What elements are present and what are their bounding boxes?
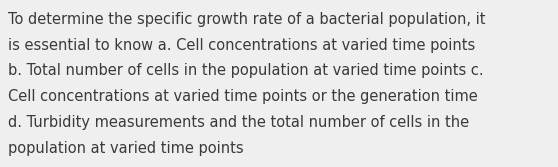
Text: Cell concentrations at varied time points or the generation time: Cell concentrations at varied time point…: [8, 89, 478, 104]
Text: is essential to know a. Cell concentrations at varied time points: is essential to know a. Cell concentrati…: [8, 38, 475, 53]
Text: b. Total number of cells in the population at varied time points c.: b. Total number of cells in the populati…: [8, 63, 484, 78]
Text: population at varied time points: population at varied time points: [8, 141, 244, 156]
Text: d. Turbidity measurements and the total number of cells in the: d. Turbidity measurements and the total …: [8, 115, 469, 130]
Text: To determine the specific growth rate of a bacterial population, it: To determine the specific growth rate of…: [8, 12, 486, 27]
